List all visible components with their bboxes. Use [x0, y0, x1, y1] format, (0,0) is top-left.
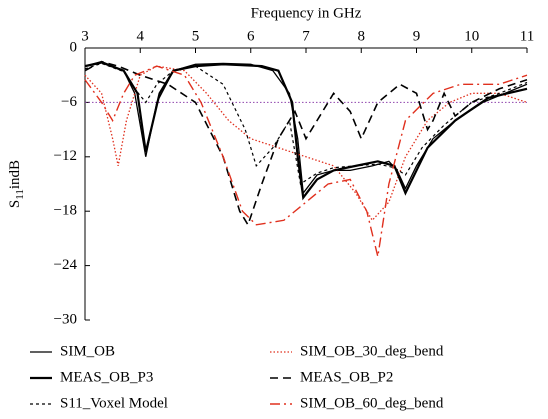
- y-title-rest: indB: [7, 160, 23, 189]
- y-tick-label: 0: [70, 39, 78, 55]
- series-line: [84, 60, 528, 227]
- y-tick-label: −12: [54, 148, 77, 164]
- x-axis-title: Frequency in GHz: [251, 5, 362, 21]
- x-tick-label: 8: [358, 28, 366, 44]
- y-tick-label: −18: [54, 203, 77, 219]
- x-tick-label: 5: [192, 28, 200, 44]
- x-tick-label: 6: [247, 28, 255, 44]
- x-tick-label: 3: [81, 28, 89, 44]
- series-line: [84, 65, 528, 222]
- legend-label: SIM_OB_30_deg_bend: [300, 343, 444, 359]
- series-line: [84, 62, 528, 186]
- series-line: [84, 61, 528, 201]
- legend-label: SIM_OB_60_deg_bend: [300, 395, 444, 411]
- x-tick-label: 7: [302, 28, 310, 44]
- legend-label: S11_Voxel Model: [60, 395, 168, 411]
- y-tick-label: −30: [54, 311, 77, 327]
- y-title-sub: 11: [14, 189, 26, 200]
- series-line: [84, 65, 528, 257]
- legend-label: MEAS_OB_P3: [60, 369, 153, 385]
- legend-label: MEAS_OB_P2: [300, 369, 393, 385]
- y-tick-label: −24: [54, 257, 78, 273]
- x-tick-label: 4: [137, 28, 145, 44]
- legend-label: SIM_OB: [60, 343, 115, 359]
- y-tick-label: −6: [61, 94, 77, 110]
- x-tick-label: 10: [464, 28, 479, 44]
- y-title-main: S: [7, 200, 23, 208]
- x-tick-label: 11: [520, 28, 534, 44]
- x-tick-label: 9: [413, 28, 421, 44]
- y-axis-title: S11indB: [7, 160, 25, 208]
